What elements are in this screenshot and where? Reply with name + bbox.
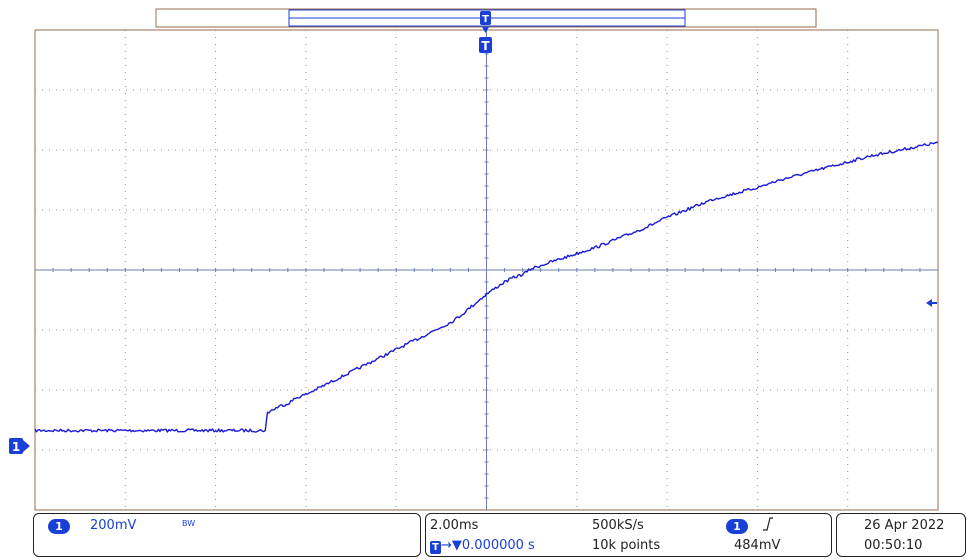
trigger-source-badge: 1 (726, 519, 748, 534)
trigger-level-marker[interactable] (926, 299, 937, 307)
timebase-panel[interactable]: 2.00ms 500kS/s 1 T →▼0.000000 s 10k point… (425, 513, 832, 557)
channel-1-ground-marker[interactable]: 1 (9, 438, 30, 454)
time-scale: 2.00ms (430, 518, 479, 533)
date-display: 26 Apr 2022 (864, 518, 945, 533)
scope-display: T T 1 (9, 8, 939, 511)
trigger-position-icon: T (430, 541, 441, 554)
horizontal-position: T →▼0.000000 s (430, 538, 535, 554)
horizontal-position-value: 0.000000 s (461, 538, 535, 553)
rising-edge-icon (762, 516, 774, 536)
bandwidth-limit-indicator: BW (182, 519, 196, 528)
time-display: 00:50:10 (864, 538, 923, 553)
channel-1-waveform (34, 141, 939, 433)
overview-trigger-label: T (482, 14, 489, 25)
overview-trigger-marker: T (480, 11, 491, 25)
channel-1-badge: 1 (48, 519, 70, 534)
record-length: 10k points (592, 538, 661, 553)
channel-1-panel[interactable]: 1 200mV BW (33, 513, 421, 557)
channel-1-ground-label: 1 (12, 440, 20, 454)
trigger-position-marker[interactable]: T (479, 27, 492, 53)
channel-1-scale: 200mV (90, 518, 137, 533)
datetime-panel: 26 Apr 2022 00:50:10 (836, 513, 966, 557)
trigger-level: 484mV (734, 538, 781, 553)
graticule-center-ticks (52, 41, 921, 499)
trigger-position-label: T (481, 39, 490, 53)
sample-rate: 500kS/s (592, 518, 644, 533)
arrow-down-icon: →▼ (441, 538, 462, 553)
